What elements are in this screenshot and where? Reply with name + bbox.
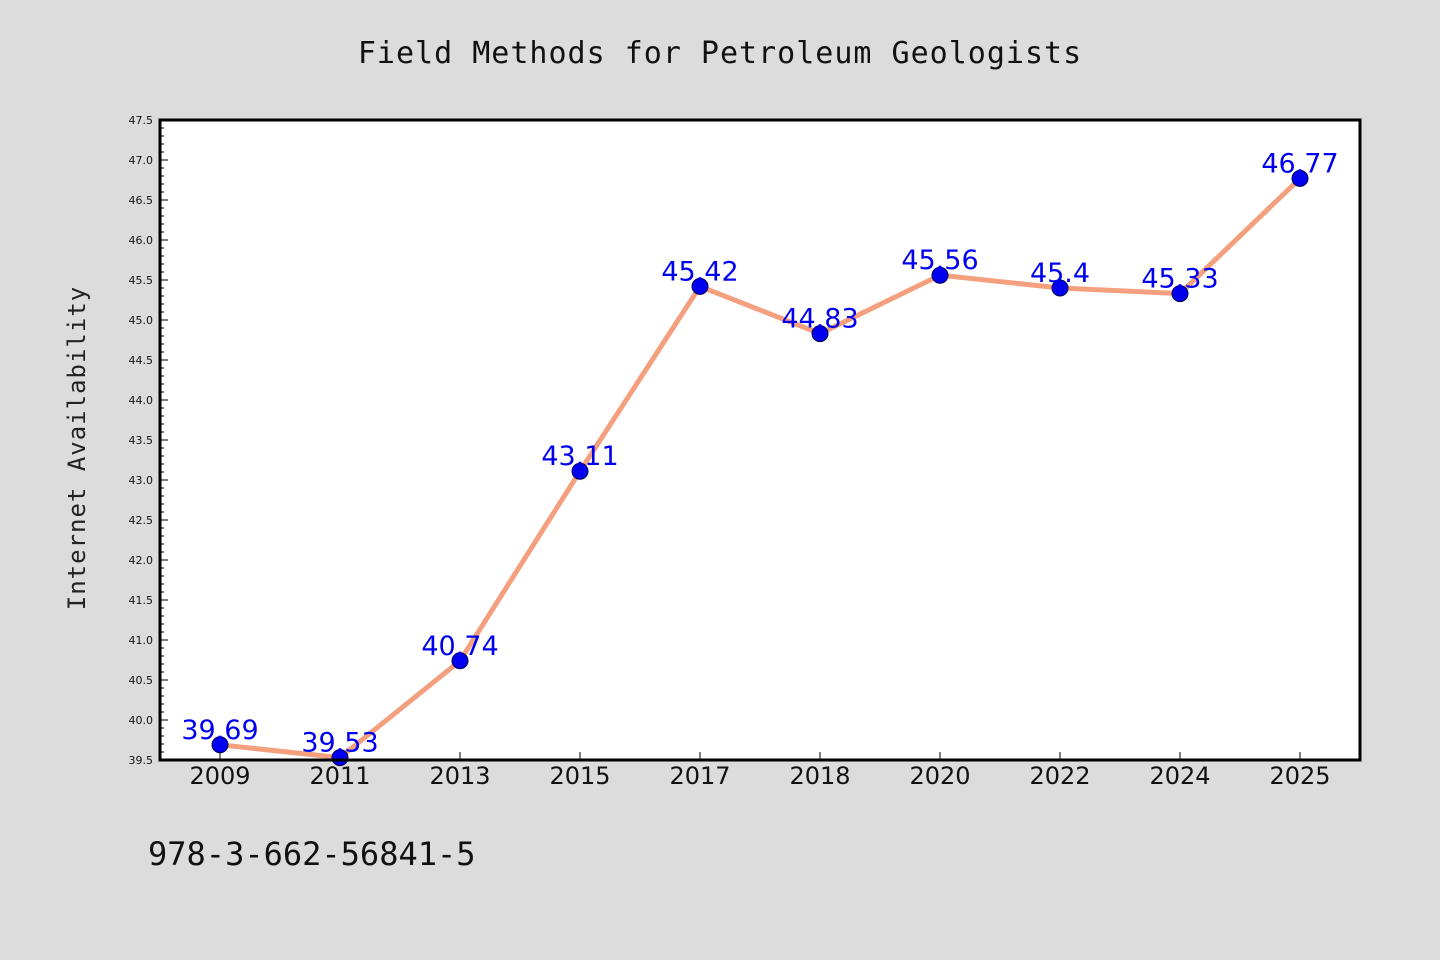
- y-tick-label: 42.5: [129, 514, 154, 527]
- y-tick-label: 45.5: [129, 274, 154, 287]
- data-point: [1171, 285, 1189, 303]
- data-point: [451, 652, 469, 670]
- y-tick-label: 41.0: [129, 634, 154, 647]
- y-tick-label: 47.0: [129, 154, 154, 167]
- x-axis-ticks: 2009 2011 2013 2015 2017 2018 2020 2022 2024 2025: [189, 752, 1331, 790]
- x-tick-label: 2018: [789, 762, 850, 790]
- y-tick-label: 40.5: [129, 674, 154, 687]
- y-axis-label: Internet Availability: [63, 286, 91, 610]
- x-tick-label: 2025: [1269, 762, 1330, 790]
- y-tick-label: 46.5: [129, 194, 154, 207]
- data-label: 45.56: [901, 245, 978, 276]
- x-tick-label: 2017: [669, 762, 730, 790]
- y-tick-label: 39.5: [129, 754, 154, 767]
- y-tick-label: 41.5: [129, 594, 154, 607]
- y-tick-label: 47.5: [129, 114, 154, 127]
- plot-area: [160, 120, 1360, 760]
- data-label: 44.83: [781, 304, 858, 335]
- series-layer: [211, 169, 1309, 767]
- data-label: 39.53: [301, 728, 378, 759]
- x-tick-label: 2011: [309, 762, 370, 790]
- x-tick-label: 2022: [1029, 762, 1090, 790]
- y-axis-ticks: 39.5 40.0 40.5 41.0 41.5 42.0 42.5 43.0 43.5 44.0…: [129, 114, 168, 767]
- y-tick-label: 45.0: [129, 314, 154, 327]
- data-point: [1051, 279, 1069, 297]
- y-tick-label: 44.0: [129, 394, 154, 407]
- data-point: [691, 277, 709, 295]
- x-tick-label: 2015: [549, 762, 610, 790]
- y-tick-label: 44.5: [129, 354, 154, 367]
- x-tick-label: 2013: [429, 762, 490, 790]
- data-point: [211, 736, 229, 754]
- data-point: [811, 325, 829, 343]
- data-label: 45.33: [1141, 264, 1218, 295]
- data-label: 45.4: [1030, 258, 1090, 289]
- data-label: 43.11: [541, 441, 618, 472]
- data-label: 39.69: [181, 715, 258, 746]
- data-point: [331, 749, 349, 767]
- y-tick-label: 46.0: [129, 234, 154, 247]
- data-label: 40.74: [421, 631, 498, 662]
- isbn-footnote: 978-3-662-56841-5: [148, 835, 476, 873]
- data-label: 45.42: [661, 256, 738, 287]
- y-tick-label: 42.0: [129, 554, 154, 567]
- y-tick-label: 43.0: [129, 474, 154, 487]
- data-label: 46.77: [1261, 148, 1338, 179]
- x-tick-label: 2024: [1149, 762, 1210, 790]
- data-labels-layer: 39.69 39.53 40.74 43.11 45.42 44.83 45.56 45.4 4…: [181, 148, 1338, 758]
- data-point: [931, 266, 949, 284]
- x-tick-label: 2020: [909, 762, 970, 790]
- data-point: [571, 462, 589, 480]
- data-point: [1291, 169, 1309, 187]
- chart-title: Field Methods for Petroleum Geologists: [358, 36, 1082, 71]
- x-tick-label: 2009: [189, 762, 250, 790]
- series-line: [217, 175, 1303, 761]
- y-tick-label: 40.0: [129, 714, 154, 727]
- y-tick-label: 43.5: [129, 434, 154, 447]
- plot-frame: [158, 118, 1362, 762]
